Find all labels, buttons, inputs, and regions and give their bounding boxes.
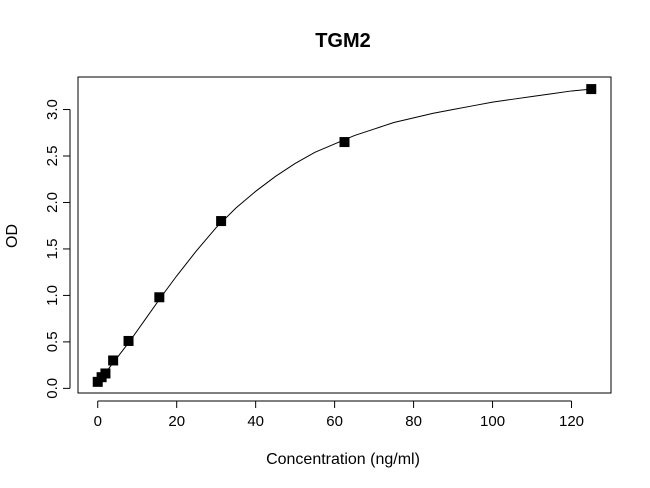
y-tick-label: 0.5: [44, 331, 61, 352]
x-tick-label: 0: [94, 413, 102, 430]
y-tick-label: 1.5: [44, 239, 61, 260]
y-tick-label: 2.5: [44, 146, 61, 167]
x-axis-label: Concentration (ng/ml): [266, 451, 420, 468]
chart-title: TGM2: [315, 30, 371, 52]
data-point: [100, 368, 111, 379]
data-point: [123, 335, 134, 346]
data-point: [586, 84, 597, 95]
y-axis-label: OD: [4, 224, 21, 248]
y-tick-label: 1.0: [44, 285, 61, 306]
fit-curve: [97, 88, 592, 382]
data-point: [154, 292, 165, 303]
x-tick-label: 100: [480, 413, 505, 430]
x-tick-label: 20: [168, 413, 185, 430]
y-tick-label: 3.0: [44, 99, 61, 120]
data-point: [216, 216, 227, 227]
data-point: [108, 355, 119, 366]
x-tick-label: 40: [247, 413, 264, 430]
x-tick-label: 60: [326, 413, 343, 430]
x-tick-label: 120: [559, 413, 584, 430]
y-tick-label: 2.0: [44, 192, 61, 213]
plot-frame: [77, 76, 612, 394]
x-axis: 0 20 40 60 80 100 120: [94, 400, 584, 430]
data-point: [339, 137, 350, 148]
x-tick-label: 80: [405, 413, 422, 430]
y-axis: 0.0 0.5 1.0 1.5 2.0 2.5 3.0: [44, 99, 71, 399]
data-points: [92, 84, 597, 387]
y-tick-label: 0.0: [44, 378, 61, 399]
